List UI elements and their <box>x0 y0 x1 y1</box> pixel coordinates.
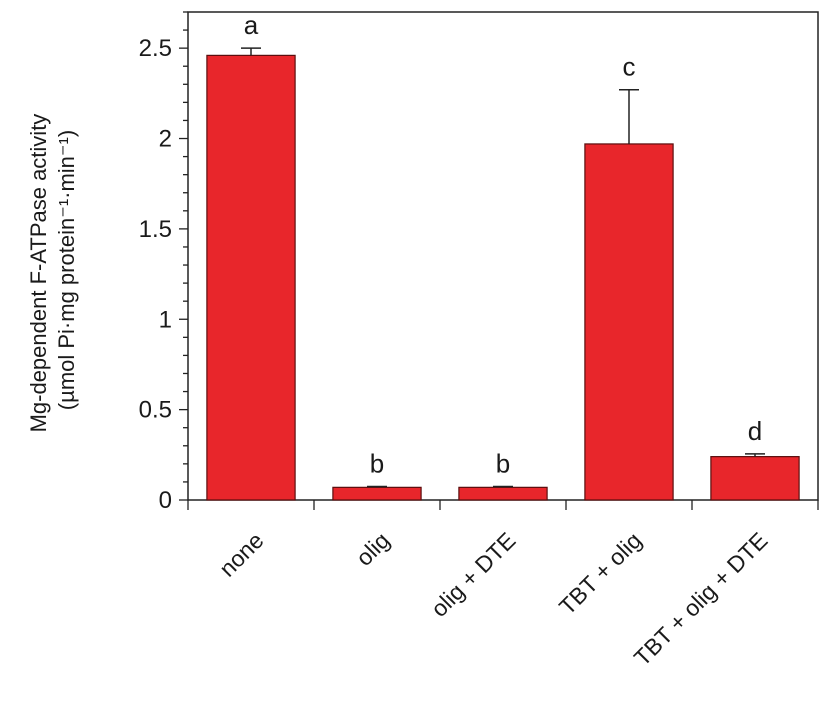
bar-0 <box>206 54 296 501</box>
y-axis-title: Mg-dependent F-ATPase activity (µmol Pi·… <box>26 108 79 433</box>
x-category-label: olig <box>351 527 395 571</box>
plot-area: 0 0.5 1 1.5 2 2.5 a none b olig b olig + DTE c TBT + … <box>139 10 819 671</box>
y-tick-label: 1.5 <box>139 216 172 243</box>
significance-letter: b <box>370 448 384 478</box>
bar-2 <box>458 486 548 501</box>
y-tick-label: 1 <box>159 306 172 333</box>
bar-4 <box>710 456 800 501</box>
y-tick-label: 2 <box>159 126 172 153</box>
significance-letter: b <box>496 448 510 478</box>
y-tick-label: 0.5 <box>139 397 172 424</box>
x-category-label: TBT + olig <box>554 527 647 620</box>
y-axis-title-line1: Mg-dependent F-ATPase activity <box>26 114 51 433</box>
significance-letter: a <box>244 10 259 40</box>
significance-letter: d <box>748 416 762 446</box>
x-category-label: none <box>214 527 269 582</box>
bar-3 <box>584 143 674 501</box>
y-tick-label: 0 <box>159 487 172 514</box>
x-category-label: TBT + olig + DTE <box>629 527 773 671</box>
y-axis-title-line2: (µmol Pi·mg protein⁻¹·min⁻¹) <box>54 130 79 410</box>
x-category-label: olig + DTE <box>426 527 521 622</box>
y-tick-label: 2.5 <box>139 35 172 62</box>
significance-letter: c <box>623 52 636 82</box>
bar-1 <box>332 486 422 501</box>
